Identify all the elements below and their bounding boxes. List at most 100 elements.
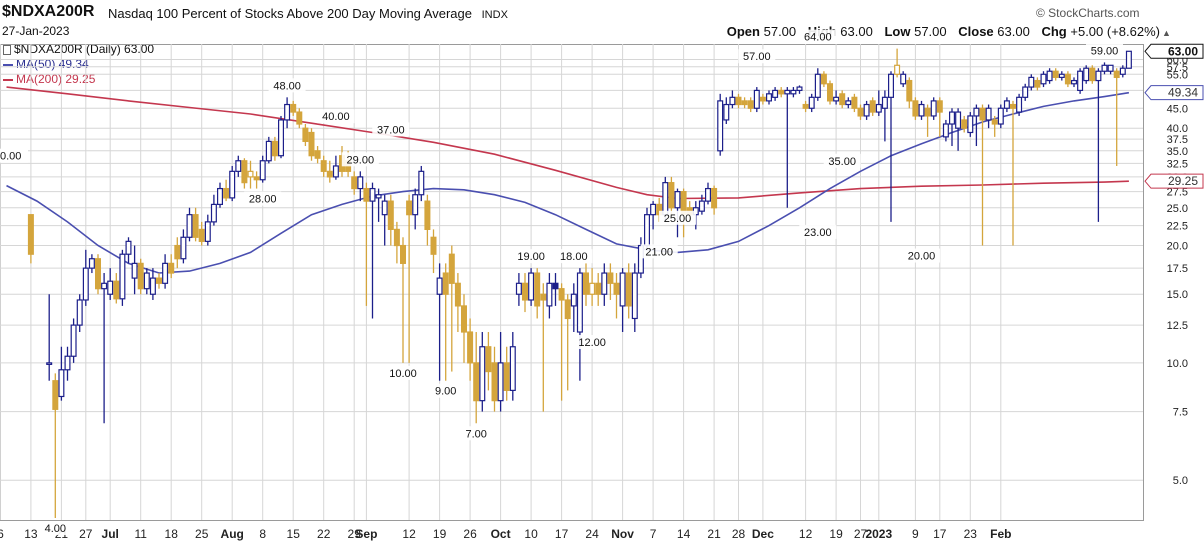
candle <box>1009 100 1016 246</box>
legend-ma200: MA(200) 29.25 <box>3 72 154 87</box>
candle-body <box>552 282 559 290</box>
candle <box>302 124 309 147</box>
candle-body <box>180 236 187 260</box>
candle-body <box>570 293 577 307</box>
candle <box>284 97 291 129</box>
annotation-label: 59.00 <box>1091 45 1119 57</box>
candle-body <box>1119 67 1126 75</box>
candle <box>796 85 803 94</box>
candle-body <box>1095 70 1102 82</box>
candle-body <box>528 272 535 301</box>
annotation-bg <box>512 249 550 264</box>
candle <box>64 346 71 381</box>
candle-body <box>558 288 565 301</box>
candle <box>296 108 303 129</box>
candle-body <box>875 103 882 113</box>
price-tag-label: 29.25 <box>1168 174 1198 188</box>
candle-body <box>381 200 388 216</box>
candle-body <box>918 103 925 117</box>
candle <box>540 283 547 412</box>
candle-body <box>948 111 955 125</box>
candle-body <box>747 100 754 109</box>
annotation-bg <box>573 335 611 350</box>
candle-body <box>235 160 242 172</box>
low-label: Low <box>884 24 911 39</box>
y-tick-label: 57.5 <box>1167 62 1188 74</box>
candle <box>180 229 187 264</box>
candle <box>259 155 266 183</box>
candle <box>991 115 998 137</box>
candle-body <box>1046 70 1053 82</box>
y-tick-label: 45.0 <box>1167 103 1188 115</box>
candle <box>497 332 504 412</box>
brand-label: © StockCharts.com <box>1036 6 1140 20</box>
ma200-line <box>6 86 1129 200</box>
candle <box>156 273 163 289</box>
symbol-description: Nasdaq 100 Percent of Stocks Above 200 D… <box>108 6 508 21</box>
candle <box>570 283 577 333</box>
candle-body <box>662 182 669 216</box>
x-tick-label: 25 <box>195 527 209 541</box>
y-tick-label: 7.5 <box>1173 407 1188 419</box>
candle-body <box>857 107 864 117</box>
candle <box>546 273 553 319</box>
candle-body <box>418 170 425 196</box>
candle <box>631 263 638 333</box>
price-annotation: 9.00 <box>430 383 461 398</box>
x-tick-label: 19 <box>829 527 843 541</box>
candle-body <box>863 103 870 117</box>
candle <box>948 108 955 147</box>
candle <box>589 268 596 306</box>
candle-body <box>430 236 437 255</box>
price-tag-shape <box>1144 85 1204 101</box>
candle-body <box>711 187 718 209</box>
x-tick-label: 27 <box>79 527 93 541</box>
triangle-up-icon: ▲ <box>1162 28 1171 38</box>
candle-body <box>314 150 321 159</box>
candle-body <box>759 96 766 102</box>
candle <box>308 128 315 161</box>
x-tick-label: 22 <box>317 527 331 541</box>
candle-body <box>265 140 272 162</box>
annotation-bg <box>430 383 461 398</box>
candle-body <box>900 73 907 85</box>
candle-body <box>906 79 913 102</box>
candle <box>418 165 425 202</box>
candle <box>1058 71 1065 81</box>
candle-body <box>424 200 431 231</box>
candle-body <box>296 111 303 125</box>
candle-body <box>942 123 949 138</box>
candle <box>454 273 461 333</box>
candle-body <box>765 93 772 102</box>
candle-body <box>1113 70 1120 78</box>
annotation-bg <box>384 365 422 380</box>
annotation-label: 20.00 <box>908 251 936 263</box>
candle-body <box>796 86 803 92</box>
x-tick-label: Nov <box>611 527 634 541</box>
legend-ma200-text: MA(200) 29.25 <box>16 72 96 86</box>
annotation-label: 37.00 <box>377 124 405 136</box>
price-annotation: 21.00 <box>640 244 678 259</box>
x-tick-label: 10 <box>524 527 538 541</box>
candle <box>412 188 419 230</box>
candle <box>253 171 260 189</box>
candle-body <box>717 100 724 152</box>
price-annotation: 10.00 <box>384 365 422 380</box>
x-tick-label: 11 <box>134 527 147 541</box>
candle <box>82 249 89 306</box>
candle <box>704 182 711 205</box>
candle-body <box>1034 79 1041 88</box>
candle <box>137 258 144 295</box>
chart-legend: $NDXA200R (Daily) 63.00 MA(50) 49.34 MA(… <box>3 42 154 87</box>
candle <box>778 87 785 98</box>
candle-body <box>601 272 608 295</box>
candle-body <box>961 119 968 129</box>
candle-body <box>1101 64 1108 72</box>
candle <box>400 237 407 363</box>
candle-body <box>253 176 260 181</box>
x-tick-label: 18 <box>165 527 179 541</box>
x-tick-label: Jul <box>102 527 119 541</box>
candle-body <box>406 200 413 216</box>
candle-body <box>125 240 132 255</box>
candle <box>424 194 431 246</box>
